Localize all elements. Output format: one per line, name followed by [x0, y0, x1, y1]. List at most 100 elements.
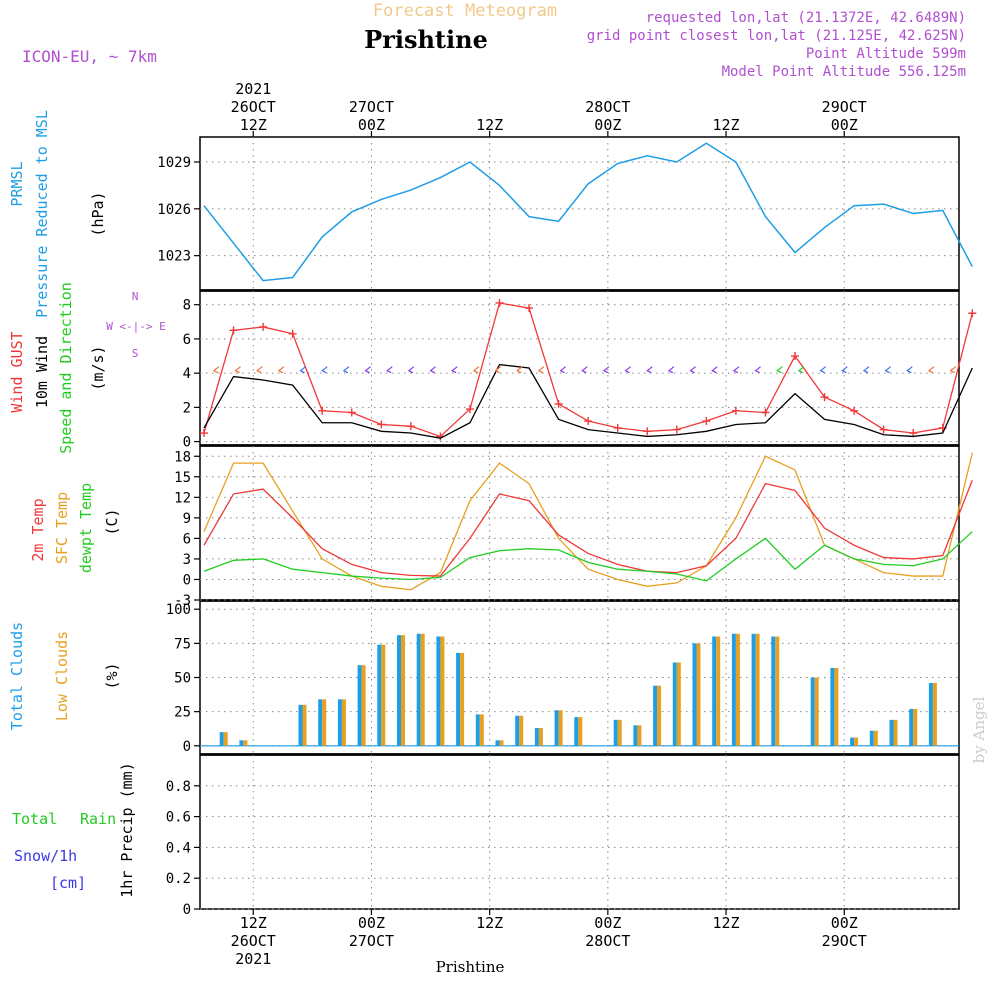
time-label-top: 00Z	[594, 116, 621, 134]
gust-point	[318, 406, 327, 415]
total-cloud-bar	[692, 643, 697, 746]
wind-direction-arrow	[732, 366, 740, 374]
wind-direction-arrow	[364, 366, 371, 374]
y-tick-label: 2	[183, 400, 191, 416]
wind-direction-arrow	[581, 366, 588, 374]
low-cloud-bar	[420, 633, 425, 746]
wind-direction-arrow	[234, 366, 241, 374]
requested-coords: requested lon,lat (21.1372E, 42.6489N)	[646, 10, 966, 26]
low-cloud-bar	[460, 652, 465, 746]
y-tick-label: 50	[174, 671, 191, 687]
wind-direction-arrow	[776, 366, 783, 374]
total-cloud-bar	[633, 725, 638, 746]
y-tick-label: 0.8	[166, 779, 191, 795]
precip-label-cm: [cm]	[50, 874, 86, 892]
wind-direction-arrow	[819, 366, 826, 374]
wind-direction-arrow	[559, 366, 566, 374]
y-tick-label: 12	[174, 490, 191, 506]
wind-direction-arrow	[906, 366, 913, 374]
total-cloud-bar	[574, 717, 579, 746]
wind-direction-arrow	[256, 366, 263, 374]
precip-unit: 1hr Precip (mm)	[118, 762, 136, 897]
low-cloud-bar	[499, 740, 504, 746]
gust-series	[203, 302, 973, 438]
total-cloud-bar	[337, 699, 342, 746]
low-cloud-bar	[381, 644, 386, 746]
wind-label-direction: Speed and Direction	[57, 282, 75, 454]
time-label-top: 28OCT	[585, 98, 630, 116]
total-cloud-bar	[456, 652, 461, 746]
gust-point	[377, 420, 386, 429]
wind-direction-arrow	[299, 366, 306, 374]
time-label-top: 12Z	[240, 116, 267, 134]
low-cloud-bar	[676, 662, 681, 746]
gust-point	[554, 399, 563, 408]
total-cloud-bar	[613, 719, 618, 746]
total-cloud-bar	[416, 633, 421, 746]
y-tick-label: 0	[183, 739, 191, 755]
gust-point	[643, 427, 652, 436]
wind-direction-arrow	[277, 366, 285, 374]
y-tick-label: 3	[183, 552, 191, 568]
gust-point	[850, 406, 859, 415]
total-cloud-bar	[554, 710, 559, 746]
low-cloud-bar	[735, 633, 740, 746]
wind-direction-arrow	[321, 366, 328, 374]
total-cloud-bar	[731, 633, 736, 746]
total-cloud-bar	[436, 636, 441, 746]
wind-direction-arrow	[429, 366, 436, 374]
gust-point	[879, 425, 888, 434]
pressure-series	[203, 142, 973, 282]
pressure-label-long: Pressure Reduced to MSL	[33, 110, 51, 318]
low-cloud-bar	[775, 636, 780, 746]
y-tick-label: 9	[183, 511, 191, 527]
wind-direction-arrow	[451, 366, 458, 374]
sfc-temp-series	[203, 452, 973, 591]
gust-point	[968, 309, 977, 318]
gust-point	[791, 352, 799, 361]
wind-direction-arrow	[646, 366, 653, 374]
y-tick-label: 1023	[157, 249, 191, 265]
low-cloud-bar	[302, 704, 307, 746]
y-tick-label: 0	[183, 902, 191, 918]
total-cloud-bar	[810, 677, 815, 746]
total-cloud-bar	[909, 708, 914, 746]
y-tick-label: 1026	[157, 202, 191, 218]
temp-2m-series	[203, 479, 973, 577]
low-cloud-bar	[755, 633, 760, 746]
panel-temp	[199, 445, 960, 601]
y-tick-label: 0.6	[166, 810, 191, 826]
panel-pressure	[199, 136, 960, 291]
time-label-bottom: 00Z	[594, 914, 621, 932]
total-cloud-bar	[830, 667, 835, 746]
gust-point	[525, 304, 534, 313]
time-label-bottom: 2021	[235, 950, 271, 968]
total-cloud-bar	[928, 682, 933, 746]
wind-direction-arrow	[624, 366, 631, 374]
time-label-bottom: 12Z	[476, 914, 503, 932]
total-cloud-bar	[397, 635, 401, 746]
total-cloud-bar	[653, 685, 658, 746]
wind-direction-arrow	[667, 366, 675, 374]
temp-label-2m: 2m Temp	[29, 498, 47, 561]
total-cloud-bar	[298, 704, 303, 746]
dewpt-series	[203, 531, 973, 582]
total-cloud-bar	[534, 728, 539, 746]
low-cloud-bar	[223, 732, 228, 746]
low-cloud-bar	[637, 725, 642, 746]
gust-point	[672, 425, 681, 434]
y-tick-label: 0	[183, 435, 191, 451]
time-label-top: 00Z	[831, 116, 858, 134]
low-cloud-bar	[893, 719, 898, 746]
compass-s: S	[132, 347, 139, 360]
total-cloud-bar	[771, 636, 776, 746]
wind-direction-arrow	[472, 366, 480, 374]
total-cloud-bar	[377, 644, 382, 746]
time-label-top: 12Z	[476, 116, 503, 134]
wind-direction-arrow	[342, 366, 350, 374]
wind-direction-arrow	[212, 366, 220, 374]
total-cloud-bar	[318, 699, 323, 746]
low-cloud-bar	[558, 710, 563, 746]
precip-label-rain: Rain	[80, 810, 116, 828]
